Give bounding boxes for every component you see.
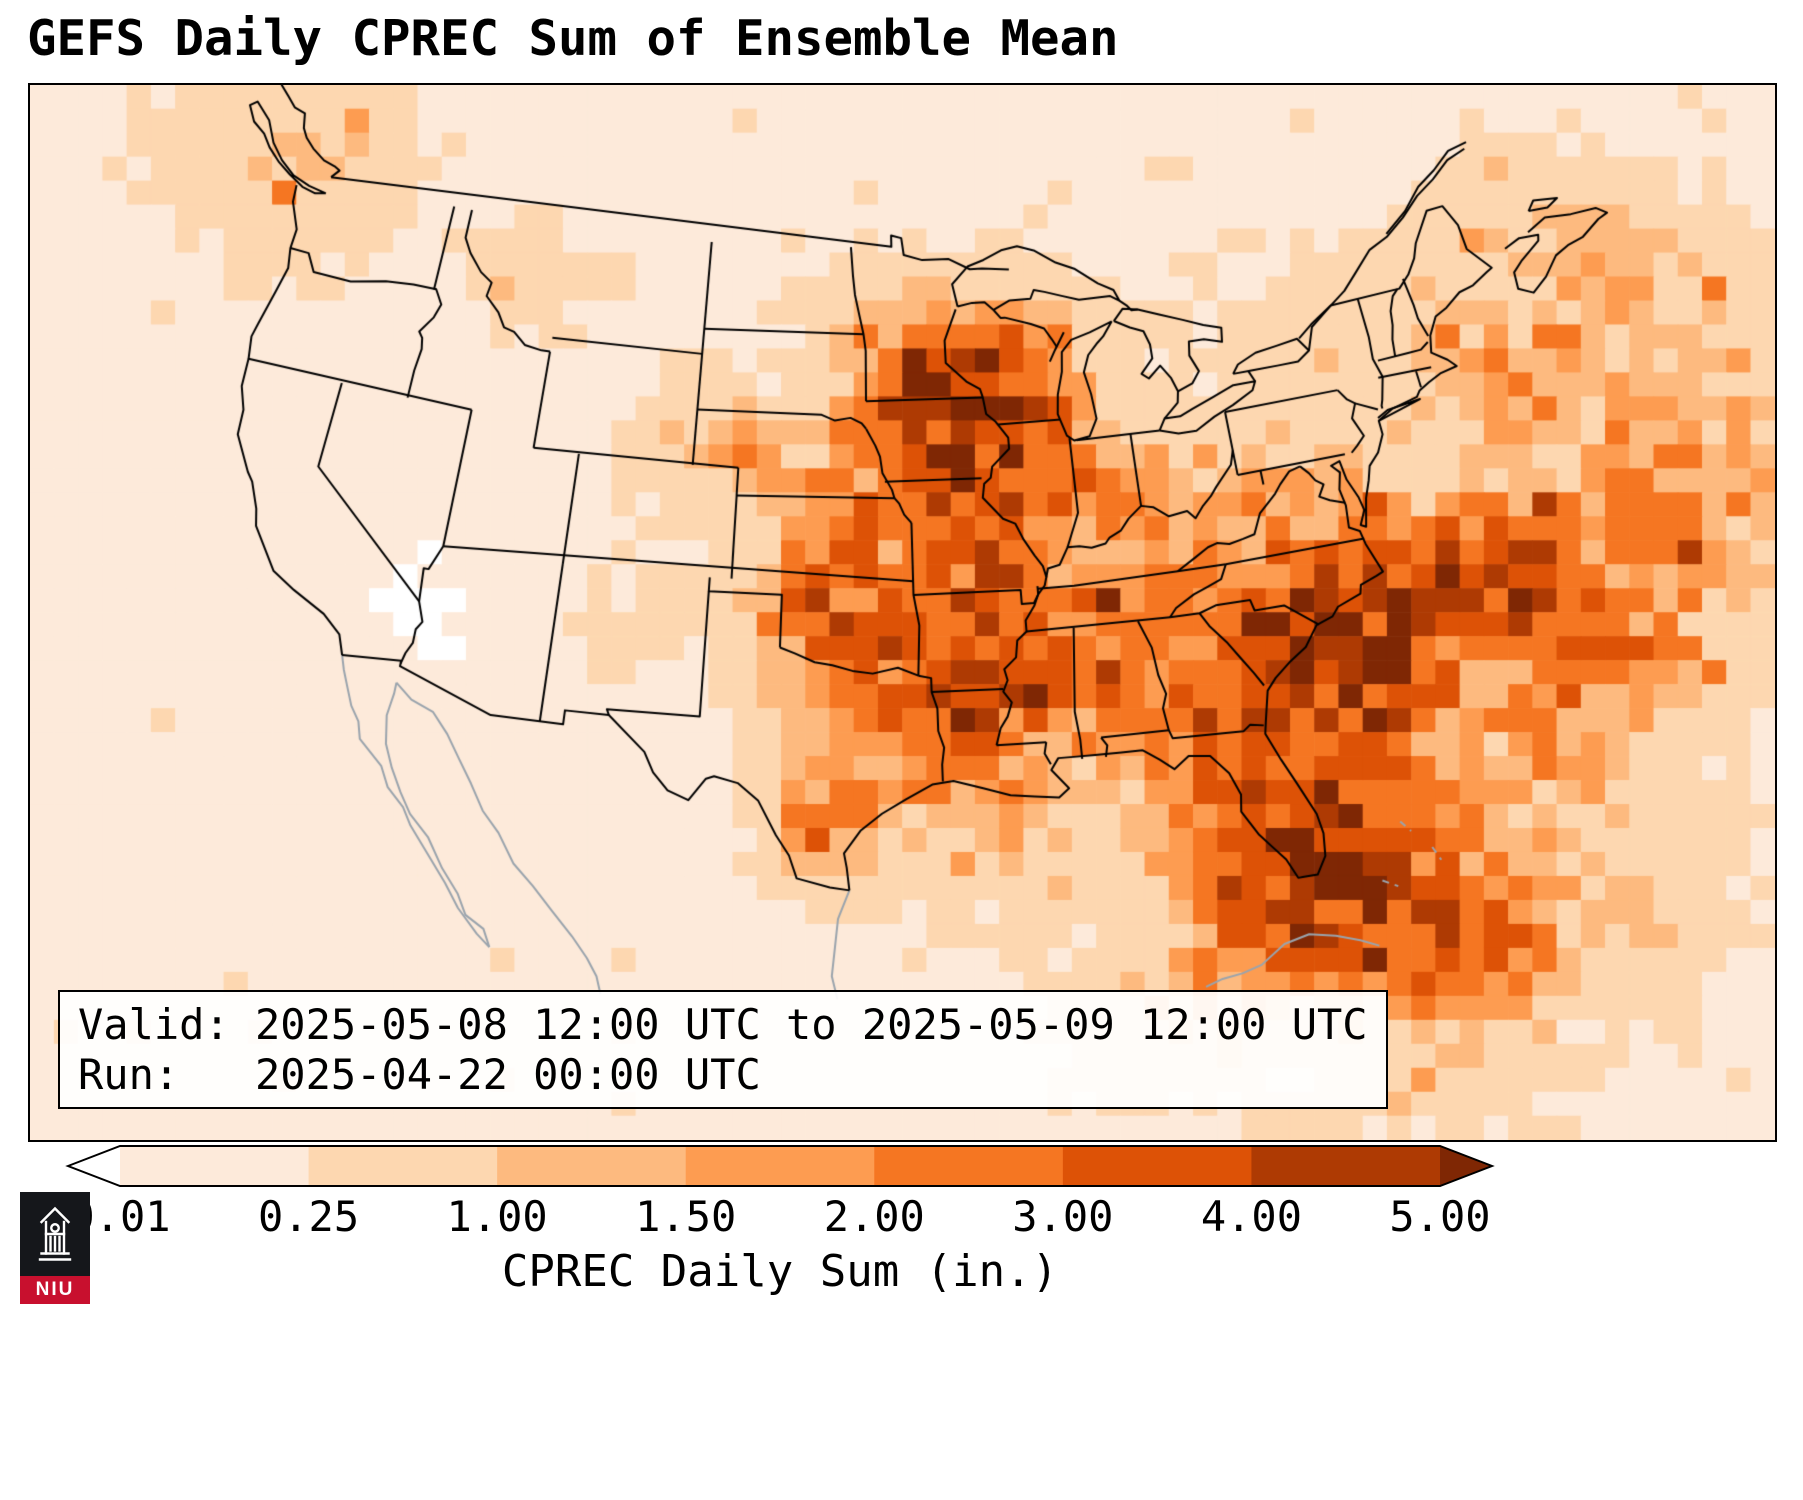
- niu-logo: NIU: [20, 1192, 90, 1304]
- colorbar-segment: [497, 1146, 687, 1186]
- colorbar-tick: 1.50: [635, 1192, 737, 1241]
- colorbar-segment: [685, 1146, 875, 1186]
- niu-logo-text: NIU: [20, 1276, 90, 1304]
- niu-castle-icon: [20, 1192, 90, 1276]
- colorbar-segment: [1062, 1146, 1253, 1186]
- valid-time-text: Valid: 2025-05-08 12:00 UTC to 2025-05-0…: [78, 1000, 1368, 1049]
- colorbar-under-arrow: [68, 1146, 120, 1186]
- valid-run-info-box: Valid: 2025-05-08 12:00 UTC to 2025-05-0…: [58, 990, 1388, 1110]
- colorbar-segment: [308, 1146, 498, 1186]
- colorbar-tick: 4.00: [1200, 1192, 1302, 1241]
- colorbar-outline: [65, 1145, 1495, 1187]
- colorbar-axis-label: CPREC Daily Sum (in.): [501, 1246, 1059, 1297]
- colorbar-tick: 3.00: [1012, 1192, 1114, 1241]
- colorbar-tick: 1.00: [446, 1192, 548, 1241]
- campanile-icon: [38, 1206, 72, 1261]
- colorbar-tick: 0.25: [257, 1192, 360, 1241]
- colorbar: [65, 1145, 1495, 1187]
- figure-title: GEFS Daily CPREC Sum of Ensemble Mean: [27, 10, 1119, 67]
- run-time-text: Run: 2025-04-22 00:00 UTC: [78, 1049, 761, 1099]
- colorbar-segment: [874, 1146, 1064, 1186]
- precip-map: Valid: 2025-05-08 12:00 UTC to 2025-05-0…: [28, 83, 1777, 1142]
- colorbar-tick: 5.00: [1389, 1192, 1491, 1241]
- colorbar-over-arrow: [1440, 1146, 1492, 1186]
- precip-map-canvas: [30, 85, 1775, 1140]
- colorbar-tick-labels: 0.01 0.25 1.00 1.50 2.00 3.00 4.00 5.00: [69, 1192, 1490, 1241]
- colorbar-tick: 2.00: [823, 1192, 925, 1241]
- colorbar-segment: [1251, 1146, 1441, 1186]
- colorbar-segment: [120, 1146, 310, 1186]
